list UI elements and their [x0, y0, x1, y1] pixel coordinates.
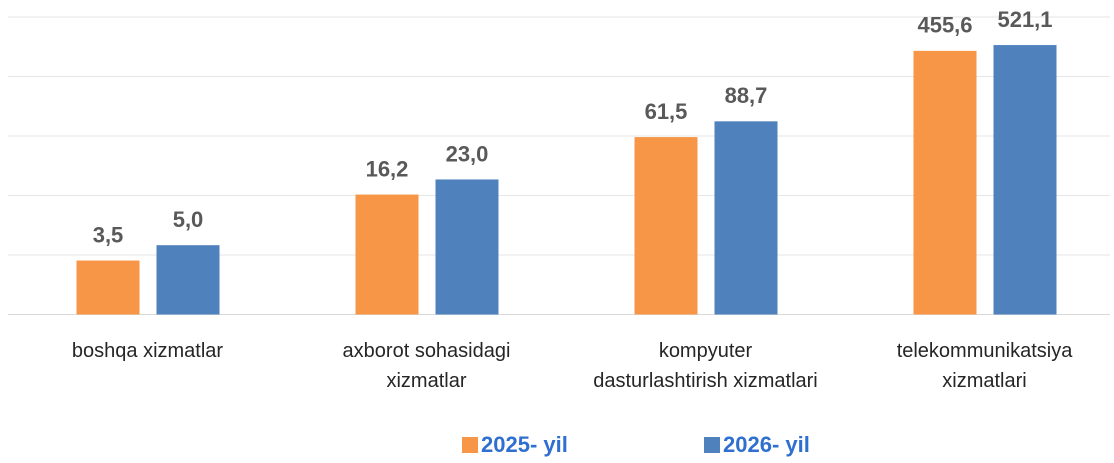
legend-swatch	[462, 437, 478, 453]
bar	[355, 194, 419, 315]
data-label: 455,6	[917, 13, 972, 38]
bar	[714, 121, 778, 315]
data-label: 88,7	[725, 83, 768, 108]
bar	[913, 50, 977, 315]
bar	[634, 137, 698, 315]
data-label: 521,1	[997, 7, 1052, 32]
bar	[76, 260, 140, 315]
bar	[993, 45, 1057, 315]
legend-label: 2025- yil	[481, 432, 568, 457]
x-tick-label: axborot sohasidagi xizmatlar	[343, 340, 511, 392]
x-tick-label: kompyuter dasturlashtirish xizmatlari	[593, 340, 818, 392]
data-label: 16,2	[366, 156, 409, 181]
legend-label: 2026- yil	[723, 432, 810, 457]
bar	[156, 245, 220, 315]
legend-swatch	[704, 437, 720, 453]
data-label: 5,0	[173, 207, 204, 232]
data-label: 23,0	[446, 141, 489, 166]
data-label: 61,5	[645, 99, 688, 124]
x-tick-label: telekommunikatsiya xizmatlari	[897, 340, 1074, 392]
x-tick-label: boshqa xizmatlar	[72, 340, 224, 362]
data-label: 3,5	[93, 222, 124, 247]
bar	[435, 179, 499, 315]
